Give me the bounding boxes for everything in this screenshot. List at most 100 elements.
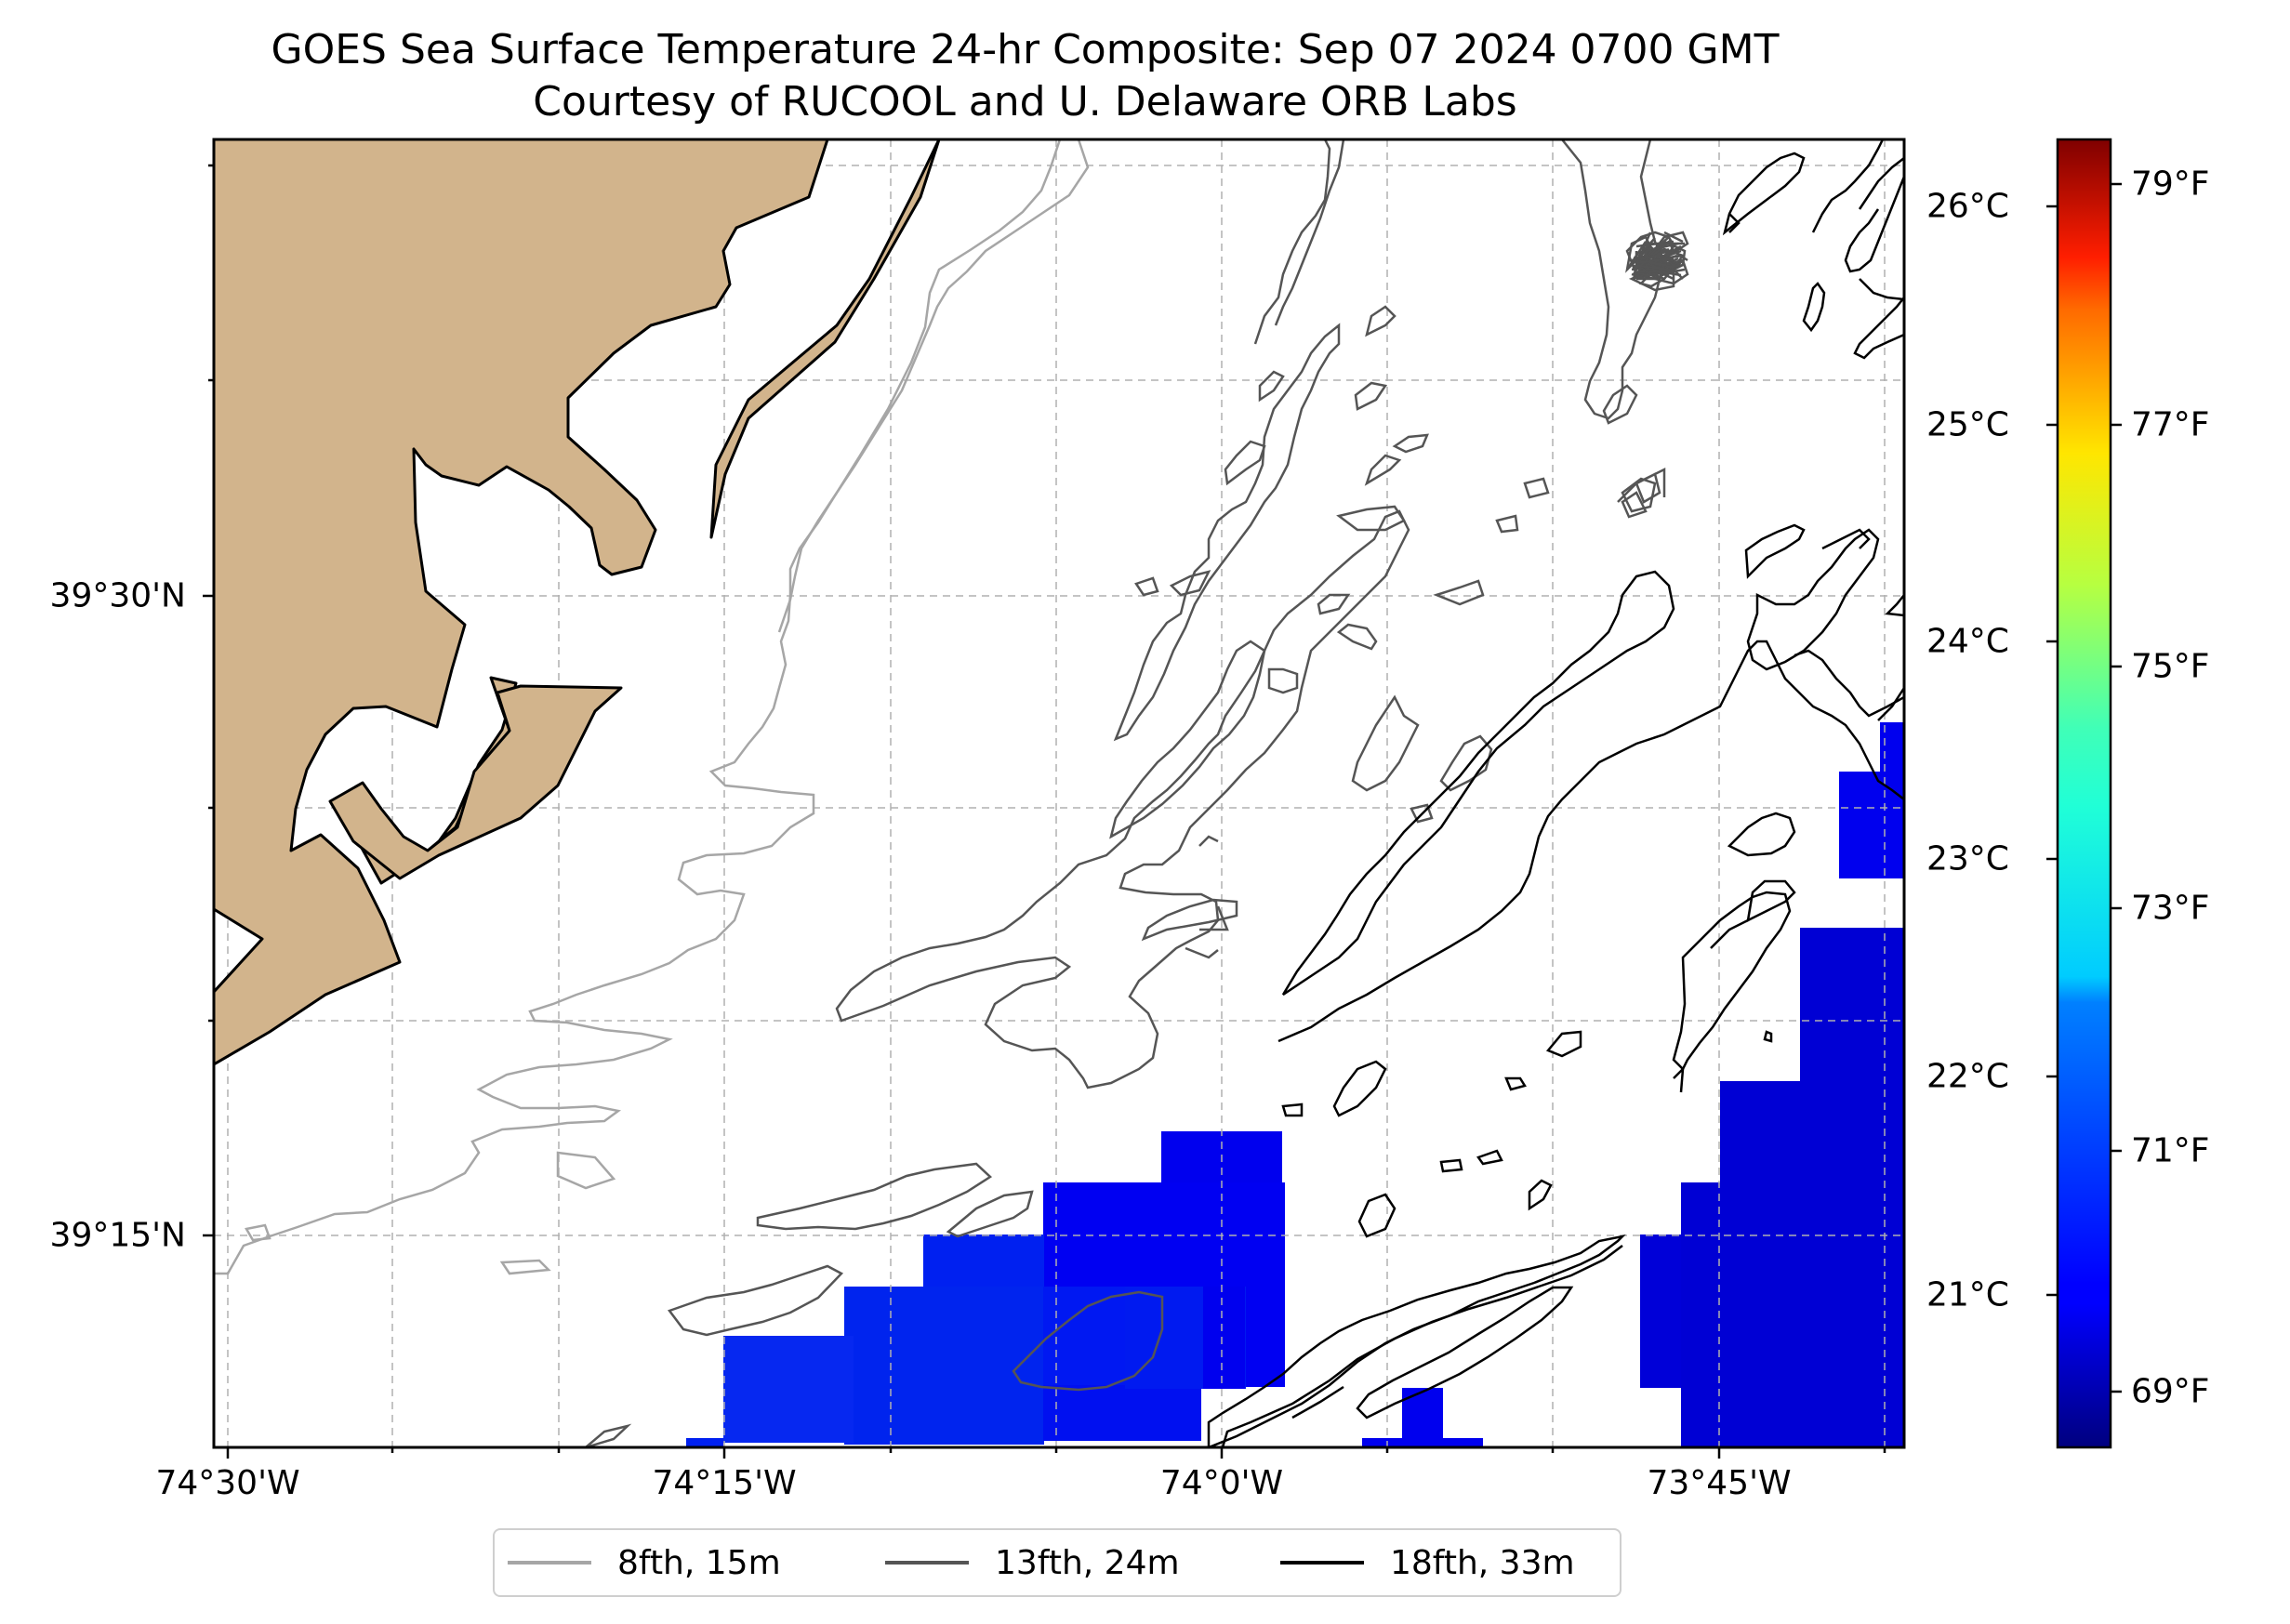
isobath-line [1357, 1193, 1397, 1238]
isobath-line [1885, 594, 1904, 617]
isobath-line [1281, 1102, 1304, 1117]
legend-entry-8fth: 8fth, 15m [508, 1530, 781, 1595]
isobath-line [667, 1264, 844, 1337]
sst-patch [1839, 772, 1904, 878]
mainland-nj [214, 139, 829, 1066]
colorbar-fahrenheit-label: 69°F [2131, 1372, 2210, 1411]
isobath-line [777, 139, 1090, 633]
colorbar [2046, 138, 2122, 1449]
isobath-line [1199, 905, 1229, 931]
isobath-line [1364, 454, 1402, 486]
colorbar-celsius-label: 24°C [1926, 622, 2009, 661]
sst-patch [844, 1287, 1044, 1445]
legend-label: 8fth, 15m [617, 1543, 781, 1582]
isobath-line [1637, 264, 1671, 271]
isobath-line [1844, 176, 1904, 273]
chart-title: GOES Sea Surface Temperature 24-hr Compo… [271, 26, 1780, 73]
isobath-line [1476, 1149, 1503, 1166]
isobath-line [1621, 477, 1657, 513]
isobath-line [1625, 231, 1675, 276]
isobath-line [1602, 384, 1638, 425]
isobath-line [1365, 305, 1397, 337]
isobath-13fth [585, 139, 1689, 1447]
isobath-line [1728, 213, 1741, 233]
isobath-18fth [1207, 139, 1904, 1447]
legend-entry-13fth: 13fth, 24m [885, 1530, 1180, 1595]
colorbar-fahrenheit-label: 73°F [2131, 889, 2210, 928]
isobath-line [1821, 528, 1871, 550]
barrier-island [709, 139, 941, 539]
sst-patch [723, 1336, 854, 1443]
lon-tick-label: 74°15'W [652, 1464, 797, 1502]
isobath-line [1639, 253, 1662, 261]
isobath-line [1636, 257, 1664, 265]
isobath-line [835, 509, 1410, 1089]
plot-frame [212, 138, 1906, 1449]
isobath-line [556, 1151, 616, 1190]
sst-patch [1402, 1388, 1443, 1444]
colorbar-fahrenheit-label: 71°F [2131, 1131, 2210, 1170]
isobath-line [1317, 593, 1351, 615]
isobath-line [1281, 570, 1675, 997]
isobath-line [1113, 323, 1341, 742]
isobath-line [1439, 1158, 1463, 1173]
isobath-line [756, 1162, 993, 1231]
isobath-line [1224, 440, 1266, 486]
isobath-line [1185, 946, 1219, 959]
isobath-line [1802, 282, 1826, 333]
isobath-line [1545, 1030, 1582, 1058]
isobath-line [1504, 1076, 1527, 1091]
sst-patch [686, 1438, 723, 1447]
colorbar-ticks [2046, 182, 2122, 1393]
isobath-line [585, 1423, 632, 1447]
land-mass [214, 139, 941, 1066]
isobath-line [1277, 640, 1904, 1043]
isobath-line [1673, 1065, 1685, 1093]
colorbar-fahrenheit-label: 75°F [2131, 647, 2210, 686]
legend: 8fth, 15m 13fth, 24m 18fth, 33m [493, 1528, 1622, 1597]
isobath-line [1012, 1290, 1164, 1392]
isobath-line [1221, 1245, 1623, 1447]
isobath-line [1134, 576, 1159, 597]
isobath-line [1169, 570, 1211, 597]
colorbar-gradient [2056, 138, 2112, 1449]
lat-tick-label: 39°30'N [49, 576, 186, 615]
colorbar-fahrenheit-label: 77°F [2131, 405, 2210, 444]
isobath-line [1858, 157, 1904, 210]
isobath-line [1746, 879, 1796, 923]
isobath-line [1109, 640, 1266, 839]
isobath-line [1710, 918, 1749, 949]
isobath-line [1141, 898, 1238, 942]
sst-data-patches [686, 722, 1904, 1447]
lon-tick-label: 74°30'W [155, 1464, 300, 1502]
isobath-line [1672, 891, 1792, 1072]
isobath-line [1722, 152, 1806, 236]
sst-patch [1720, 1081, 1904, 1286]
isobath-line [1877, 687, 1904, 721]
sst-patch [1203, 1287, 1245, 1389]
isobath-line [1794, 649, 1904, 718]
sst-patch [1880, 722, 1904, 778]
colorbar-fahrenheit-label: 79°F [2131, 165, 2210, 204]
isobath-line [1637, 237, 1656, 257]
isobath-line [1621, 491, 1648, 519]
sst-patch [1043, 1385, 1201, 1441]
isobath-line [1617, 482, 1637, 503]
isobath-line [1744, 523, 1806, 579]
colorbar-celsius-label: 25°C [1926, 405, 2009, 444]
isobath-line [1523, 477, 1550, 499]
lon-tick-label: 73°45'W [1647, 1464, 1792, 1502]
isobath-line [1746, 528, 1880, 671]
colorbar-celsius-label: 21°C [1926, 1275, 2009, 1314]
isobath-line [946, 1190, 1034, 1238]
isobath-line [1258, 370, 1285, 403]
isobath-line [1727, 812, 1796, 857]
isobath-line [1274, 139, 1345, 326]
isobath-8fth [214, 139, 1090, 1275]
axis-ticks [203, 164, 1886, 1459]
legend-entry-18fth: 18fth, 33m [1280, 1530, 1575, 1595]
isobath-line [1336, 623, 1378, 651]
isobath-line [245, 1223, 271, 1242]
lon-tick-label: 74°0'W [1159, 1464, 1284, 1502]
